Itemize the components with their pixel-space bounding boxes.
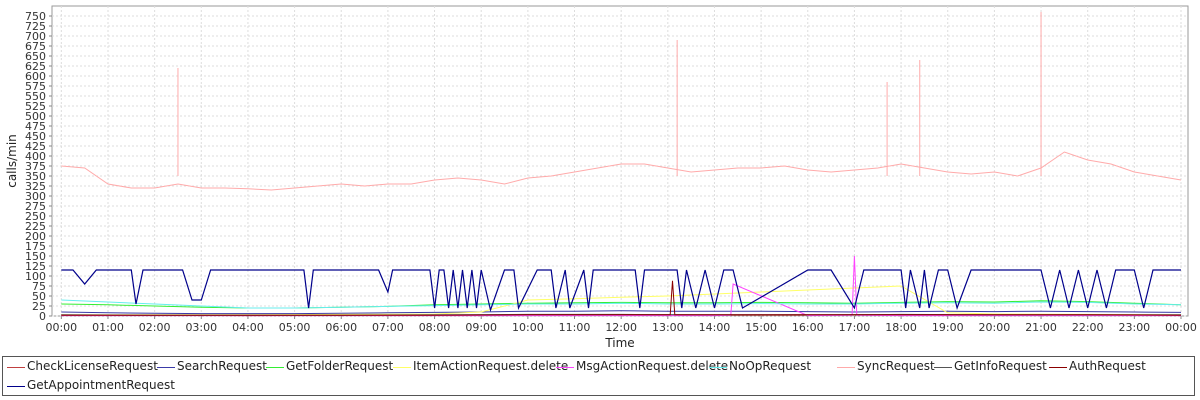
legend-label: AuthRequest — [1069, 359, 1146, 373]
legend-label: SearchRequest — [177, 359, 267, 373]
legend-swatch — [556, 367, 574, 368]
legend-label: SyncRequest — [857, 359, 935, 373]
y-tick-label: 750 — [25, 10, 46, 23]
y-tick-label: 425 — [25, 140, 46, 153]
y-tick-label: 600 — [25, 70, 46, 83]
x-tick-label: 15:00 — [745, 321, 777, 334]
series-line-searchrequest — [61, 310, 1182, 315]
series-line-itemactionrequest-delete — [61, 285, 1182, 316]
legend-swatch — [157, 367, 175, 368]
x-tick-label: 18:00 — [885, 321, 917, 334]
x-tick-label: 09:00 — [465, 321, 497, 334]
legend-swatch — [7, 367, 25, 368]
y-tick-label: 150 — [25, 250, 46, 263]
legend-swatch — [393, 367, 411, 368]
x-tick-label: 02:00 — [139, 321, 171, 334]
y-tick-label: 275 — [25, 200, 46, 213]
y-tick-label: 400 — [25, 150, 46, 163]
x-tick-label: 10:00 — [512, 321, 544, 334]
y-tick-label: 650 — [25, 50, 46, 63]
legend-label: CheckLicenseRequest — [27, 359, 158, 373]
y-tick-label: 250 — [25, 210, 46, 223]
series-line-authrequest — [61, 280, 1182, 316]
legend-swatch — [266, 367, 284, 368]
legend-label: MsgActionRequest.delete — [576, 359, 729, 373]
y-axis-label: calls/min — [5, 134, 19, 188]
x-tick-label: 01:00 — [92, 321, 124, 334]
y-tick-label: 225 — [25, 220, 46, 233]
x-tick-label: 11:00 — [559, 321, 591, 334]
y-tick-label: 575 — [25, 80, 46, 93]
y-tick-label: 625 — [25, 60, 46, 73]
x-tick-label: 17:00 — [839, 321, 871, 334]
x-tick-label: 22:00 — [1072, 321, 1104, 334]
y-tick-label: 675 — [25, 40, 46, 53]
y-tick-label: 100 — [25, 270, 46, 283]
y-tick-label: 475 — [25, 120, 46, 133]
y-tick-label: 300 — [25, 190, 46, 203]
legend-label: GetAppointmentRequest — [27, 378, 175, 392]
y-tick-label: 325 — [25, 180, 46, 193]
x-tick-label: 21:00 — [1025, 321, 1057, 334]
y-tick-label: 700 — [25, 30, 46, 43]
y-tick-label: 450 — [25, 130, 46, 143]
legend-label: ItemActionRequest.delete — [413, 359, 569, 373]
x-tick-label: 00:00 — [1165, 321, 1197, 334]
y-tick-label: 50 — [32, 290, 46, 303]
x-tick-label: 19:00 — [932, 321, 964, 334]
y-tick-label: 0 — [39, 310, 46, 323]
x-tick-label: 03:00 — [185, 321, 217, 334]
x-axis-label: Time — [604, 336, 634, 350]
series-line-getappointmentrequest — [61, 269, 1181, 313]
x-tick-label: 06:00 — [325, 321, 357, 334]
legend-label: GetInfoRequest — [954, 359, 1047, 373]
line-chart: 0255075100125150175200225250275300325350… — [5, 5, 1197, 350]
y-tick-label: 125 — [25, 260, 46, 273]
y-tick-label: 350 — [25, 170, 46, 183]
legend-swatch — [7, 386, 25, 387]
x-tick-label: 00:00 — [45, 321, 77, 334]
x-tick-label: 16:00 — [792, 321, 824, 334]
legend-swatch — [837, 367, 855, 368]
x-tick-label: 20:00 — [979, 321, 1011, 334]
x-tick-label: 08:00 — [419, 321, 451, 334]
x-tick-label: 12:00 — [605, 321, 637, 334]
x-tick-label: 23:00 — [1118, 321, 1150, 334]
plot-area — [51, 5, 1189, 317]
series-line-syncrequest — [61, 151, 1182, 191]
legend-swatch — [934, 367, 952, 368]
legend-swatch — [1049, 367, 1067, 368]
x-tick-label: 07:00 — [372, 321, 404, 334]
y-tick-label: 525 — [25, 100, 46, 113]
x-tick-label: 05:00 — [279, 321, 311, 334]
y-tick-label: 175 — [25, 240, 46, 253]
legend-swatch — [709, 367, 727, 368]
y-tick-label: 375 — [25, 160, 46, 173]
y-tick-label: 725 — [25, 20, 46, 33]
series-line-nooprequest — [61, 299, 1182, 309]
legend-label: GetFolderRequest — [286, 359, 394, 373]
x-tick-label: 13:00 — [652, 321, 684, 334]
x-tick-label: 14:00 — [699, 321, 731, 334]
y-tick-label: 75 — [32, 280, 46, 293]
y-tick-label: 25 — [32, 300, 46, 313]
legend-label: NoOpRequest — [729, 359, 812, 373]
y-tick-label: 200 — [25, 230, 46, 243]
y-tick-label: 550 — [25, 90, 46, 103]
x-tick-label: 04:00 — [232, 321, 264, 334]
y-tick-label: 500 — [25, 110, 46, 123]
legend: CheckLicenseRequest SearchRequest GetFolde… — [2, 356, 1195, 396]
